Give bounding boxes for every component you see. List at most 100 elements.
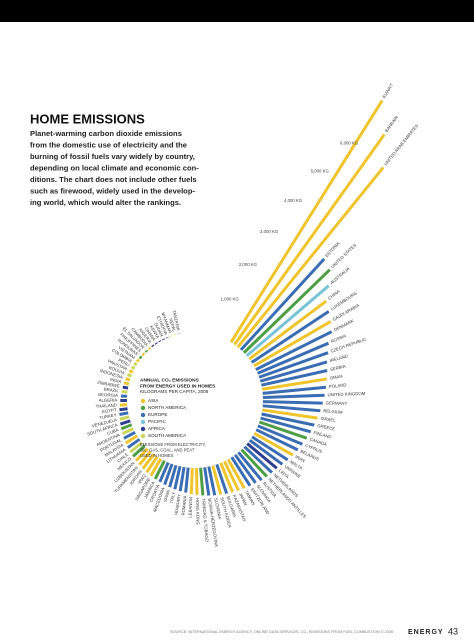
category-label: BOLIVIA xyxy=(108,365,126,376)
bar xyxy=(240,448,268,478)
bar xyxy=(242,268,331,354)
legend-label: PACIFIC xyxy=(148,419,166,424)
bar xyxy=(259,360,328,383)
bar xyxy=(138,355,143,360)
top-bar xyxy=(0,0,474,22)
bar xyxy=(261,369,328,387)
bar xyxy=(207,466,217,496)
bar xyxy=(134,447,149,462)
category-label: ALGERIA xyxy=(99,398,118,403)
bar xyxy=(256,341,330,375)
category-label: HUNGARY xyxy=(173,493,181,515)
page-number: 43 xyxy=(448,626,458,636)
description-line: such as firewood, widely used in the dev… xyxy=(30,187,195,196)
bar xyxy=(119,415,130,421)
legend-label: EUROPE xyxy=(148,412,167,417)
category-label: CANADA xyxy=(309,436,328,447)
legend-title: ANNUAL CO₂ EMISSIONS xyxy=(140,377,200,383)
bar xyxy=(121,390,128,394)
category-label: UNITED KINGDOM xyxy=(327,391,365,397)
bar xyxy=(149,458,163,477)
category-label: BAHRAIN xyxy=(384,115,399,133)
r-tick-label: 5,000 KG xyxy=(311,168,330,173)
category-label: SLOVENIA xyxy=(213,498,222,520)
legend-swatch xyxy=(140,426,146,432)
category-label: THAILAND xyxy=(95,402,117,408)
bar xyxy=(125,377,131,382)
bar xyxy=(130,365,136,370)
legend-note: OIL, GAS, COAL, AND PEAT xyxy=(140,448,195,453)
category-label: SUDAN xyxy=(153,322,164,338)
bar xyxy=(124,434,139,445)
category-label: JAPAN xyxy=(238,492,248,506)
bar xyxy=(251,435,289,462)
category-label: SERBIA xyxy=(329,364,346,372)
bar xyxy=(194,467,199,495)
bar xyxy=(260,416,312,434)
legend-subtitle: KILOGRAMS PER CAPITA, 2006 xyxy=(140,389,209,394)
category-label: LIBYA xyxy=(278,468,290,480)
source: SOURCE: INTERNATIONAL ENERGY AGENCY, ONL… xyxy=(170,630,393,634)
bar xyxy=(229,99,384,344)
legend-swatch xyxy=(140,419,146,425)
bar xyxy=(199,467,205,496)
r-tick-label: 6,000 KG xyxy=(340,141,359,146)
bar xyxy=(135,358,140,363)
bar xyxy=(226,458,246,490)
category-label: RUSSIA xyxy=(330,333,347,344)
category-label: ISRAEL xyxy=(320,416,336,423)
bar xyxy=(147,346,152,351)
bar xyxy=(154,342,158,345)
bar xyxy=(233,133,386,346)
bar xyxy=(250,310,330,364)
description-line: depending on local climate and economic … xyxy=(30,164,199,173)
bar xyxy=(253,320,332,368)
bar xyxy=(248,299,328,361)
category-label: EGYPT xyxy=(102,407,117,414)
bar xyxy=(219,462,235,493)
bar xyxy=(262,400,323,405)
bar xyxy=(215,463,229,495)
bar xyxy=(253,432,294,457)
bar xyxy=(178,466,186,492)
bar xyxy=(243,445,273,474)
bar xyxy=(211,465,223,496)
category-label: OMAN xyxy=(329,374,343,381)
category-label: IRAQ xyxy=(137,473,147,485)
r-tick-label: 2,000 KG xyxy=(239,262,258,267)
r-tick-label: 4,000 KG xyxy=(284,198,303,203)
bar xyxy=(145,455,159,474)
legend-swatch xyxy=(140,405,146,411)
category-label: TRINIDAD & TOBAGO xyxy=(201,498,210,543)
category-label: BRAZIL xyxy=(104,387,120,394)
category-label: ESTONIA xyxy=(324,241,340,258)
bar xyxy=(123,430,136,440)
bar xyxy=(236,166,385,349)
category-label: BOSNIA-HERZEGOVINA xyxy=(207,498,219,547)
bar xyxy=(261,377,328,391)
category-label: IRAN xyxy=(294,454,305,463)
bar xyxy=(119,407,128,412)
description-line: burning of fossil fuels vary widely by c… xyxy=(30,152,195,161)
legend-title: FROM ENERGY USED IN HOMES xyxy=(140,383,216,389)
description-line: ditions. The chart does not include othe… xyxy=(30,175,197,184)
bar xyxy=(245,284,330,357)
bar xyxy=(151,344,155,348)
r-tick-label: 1,000 KG xyxy=(221,296,240,301)
bar xyxy=(262,404,321,413)
description-line: ing world, which would alter the ranking… xyxy=(30,198,181,207)
bar xyxy=(168,464,178,488)
bar xyxy=(129,441,143,454)
bar xyxy=(261,412,315,427)
category-label: HONG KONG xyxy=(195,498,201,525)
bar xyxy=(258,420,308,440)
legend-note: EMISSIONS FROM ELECTRICITY, xyxy=(140,442,206,447)
chart-title: HOME EMISSIONS xyxy=(30,111,145,126)
category-label: GERMANY xyxy=(326,400,348,406)
bar xyxy=(122,385,129,390)
description-line: Planet-warming carbon dioxide emissions xyxy=(30,129,182,138)
category-label: SPAIN xyxy=(163,489,171,502)
category-label: FINLAND xyxy=(313,430,332,440)
category-label: LEBANON xyxy=(187,497,193,518)
